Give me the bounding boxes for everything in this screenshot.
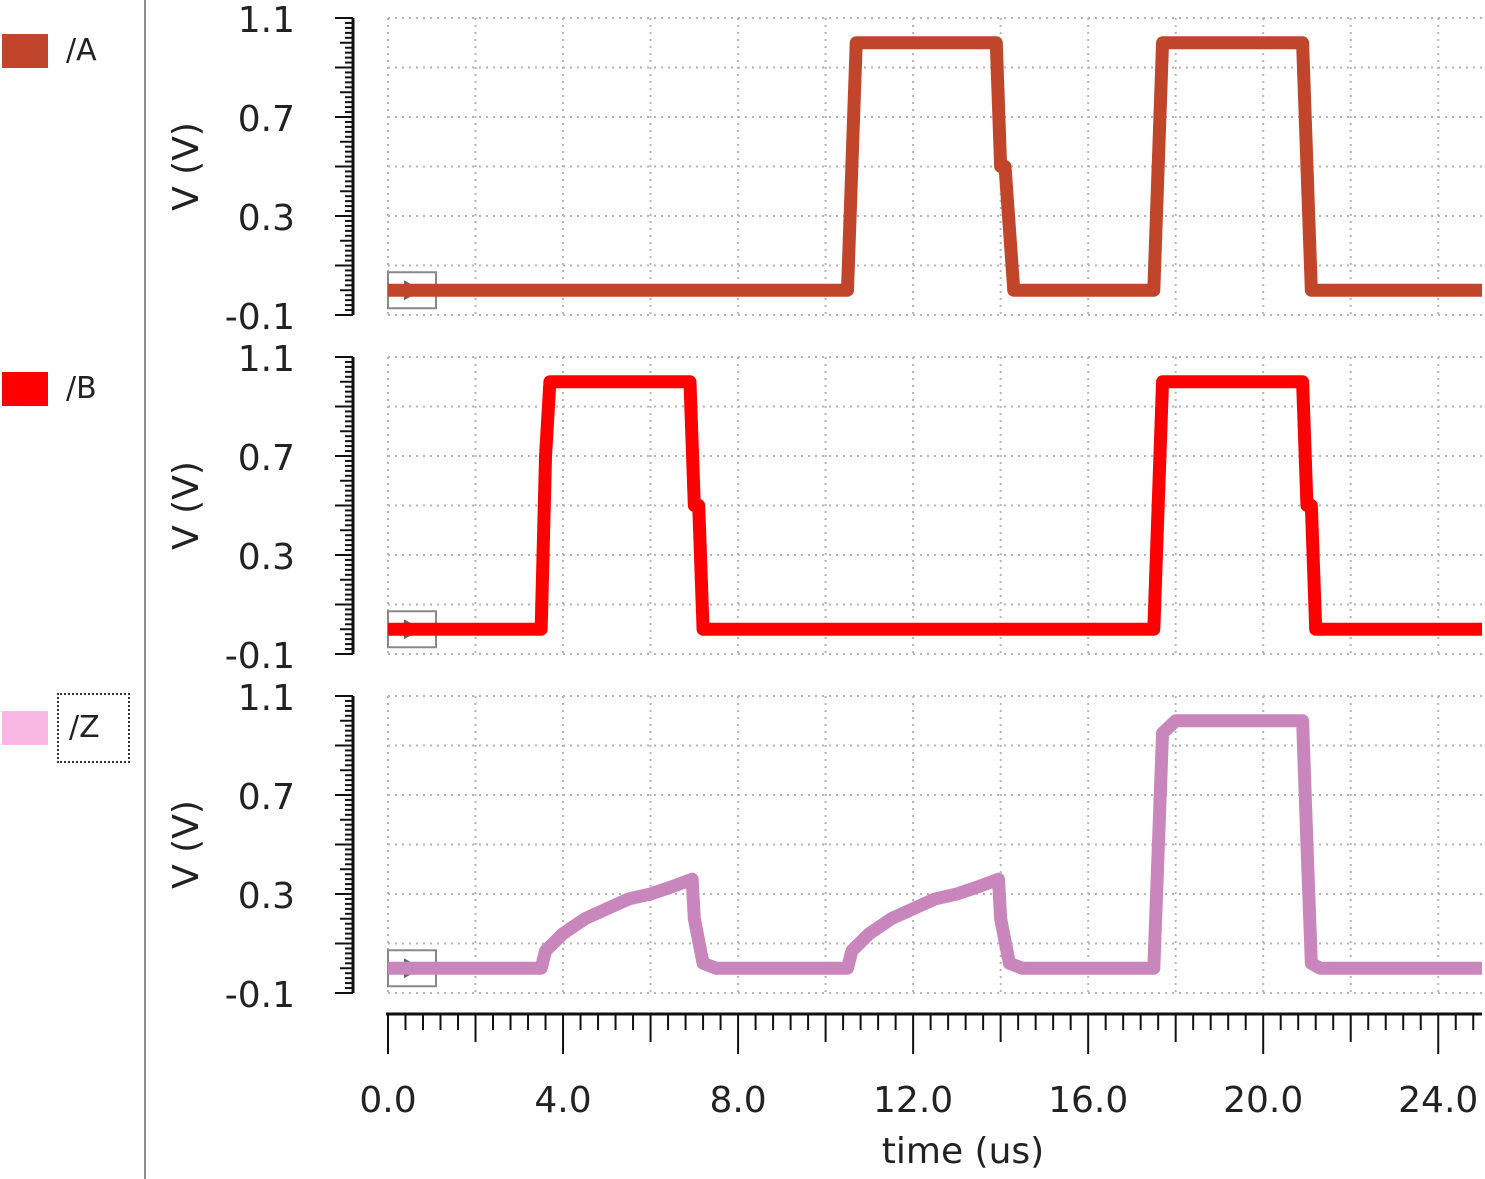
y-axis-label: V (V) <box>166 800 207 889</box>
y-tick-label: 1.1 <box>238 339 295 380</box>
y-axis-label: V (V) <box>166 122 207 211</box>
legend-swatch-b <box>2 372 48 406</box>
y-tick-label: -0.1 <box>225 975 295 1016</box>
y-tick-label: 0.3 <box>238 537 295 578</box>
x-tick-label: 20.0 <box>1223 1080 1303 1121</box>
legend-item-z[interactable]: /Z <box>0 693 140 763</box>
y-tick-label: 0.3 <box>238 876 295 917</box>
legend-item-a[interactable]: /A <box>0 32 140 72</box>
legend-swatch-a <box>2 34 48 68</box>
y-tick-label: -0.1 <box>225 636 295 677</box>
panel-1: 1.1 0.7 0.3 -0.1 V (V) <box>166 0 1482 338</box>
y-tick-label: 1.1 <box>238 678 295 719</box>
waveform-a <box>388 36 1482 297</box>
y-tick-label: 0.7 <box>238 777 295 818</box>
x-axis: 0.0 4.0 8.0 12.0 16.0 20.0 24.0 time (us) <box>359 1012 1482 1172</box>
x-tick-label: 16.0 <box>1048 1080 1128 1121</box>
panel-2: 1.1 0.7 0.3 -0.1 V (V) <box>166 339 1482 677</box>
x-tick-label: 0.0 <box>359 1080 416 1121</box>
legend-label-z: /Z <box>57 693 130 763</box>
waveform-b <box>388 375 1482 636</box>
x-tick-label: 8.0 <box>709 1080 766 1121</box>
y-axis-label: V (V) <box>166 461 207 550</box>
x-tick-label: 4.0 <box>534 1080 591 1121</box>
legend-divider <box>144 0 146 1179</box>
y-tick-label: 1.1 <box>238 0 295 41</box>
x-axis-label: time (us) <box>882 1131 1044 1172</box>
y-tick-label: 0.7 <box>238 99 295 140</box>
legend-label-b: /B <box>66 371 97 406</box>
x-tick-label: 12.0 <box>873 1080 953 1121</box>
waveform-z <box>388 714 1482 975</box>
legend: /A /B /Z <box>0 0 145 1179</box>
legend-item-b[interactable]: /B <box>0 370 140 410</box>
panel-3: 1.1 0.7 0.3 -0.1 V (V) <box>166 678 1482 1016</box>
y-tick-label: -0.1 <box>225 297 295 338</box>
y-tick-label: 0.7 <box>238 438 295 479</box>
y-tick-label: 0.3 <box>238 198 295 239</box>
legend-swatch-z <box>2 711 48 745</box>
legend-label-a: /A <box>66 33 97 68</box>
x-tick-label: 24.0 <box>1398 1080 1478 1121</box>
